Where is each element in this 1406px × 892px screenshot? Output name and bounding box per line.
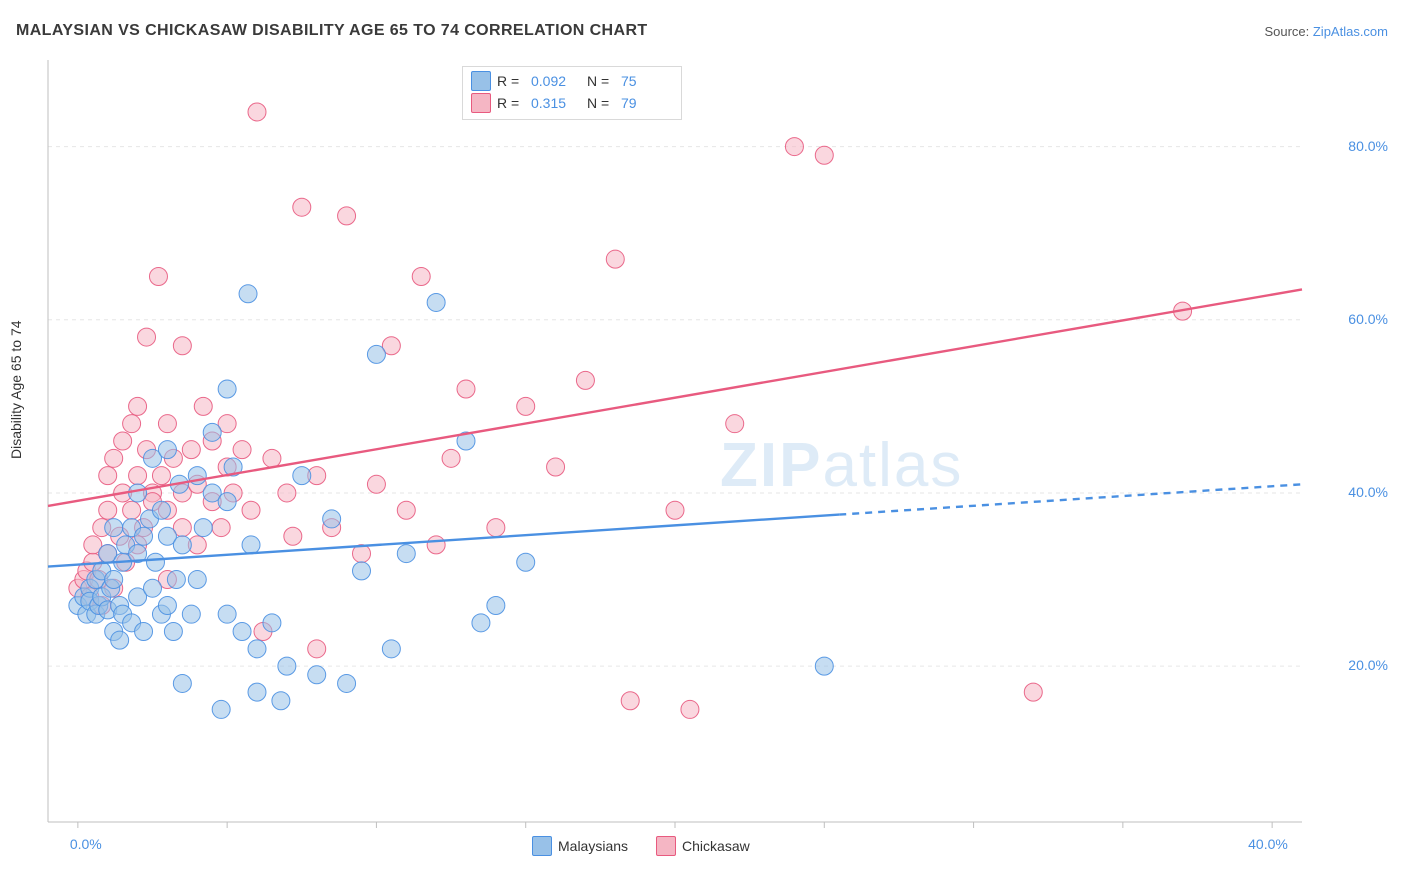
r-value-b: 0.315	[531, 95, 581, 111]
swatch-series-b	[656, 836, 676, 856]
legend-label-b: Chickasaw	[682, 838, 750, 854]
legend-item-a: Malaysians	[532, 836, 628, 856]
legend-row-a: R = 0.092 N = 75	[471, 70, 671, 92]
y-tick-label: 40.0%	[1348, 484, 1388, 500]
x-tick-label: 40.0%	[1248, 836, 1288, 852]
swatch-series-a	[532, 836, 552, 856]
y-tick-label: 60.0%	[1348, 311, 1388, 327]
legend-row-b: R = 0.315 N = 79	[471, 92, 671, 114]
legend-label-a: Malaysians	[558, 838, 628, 854]
y-tick-label: 80.0%	[1348, 138, 1388, 154]
swatch-series-a	[471, 71, 491, 91]
r-label: R =	[497, 95, 525, 111]
scatter-chart	[0, 0, 1406, 892]
x-tick-label: 0.0%	[70, 836, 102, 852]
correlation-legend: R = 0.092 N = 75 R = 0.315 N = 79	[462, 66, 682, 120]
swatch-series-b	[471, 93, 491, 113]
bottom-legend: Malaysians Chickasaw	[532, 836, 750, 856]
n-value-b: 79	[621, 95, 671, 111]
legend-item-b: Chickasaw	[656, 836, 750, 856]
y-tick-label: 20.0%	[1348, 657, 1388, 673]
n-label: N =	[587, 73, 615, 89]
r-value-a: 0.092	[531, 73, 581, 89]
r-label: R =	[497, 73, 525, 89]
n-label: N =	[587, 95, 615, 111]
n-value-a: 75	[621, 73, 671, 89]
